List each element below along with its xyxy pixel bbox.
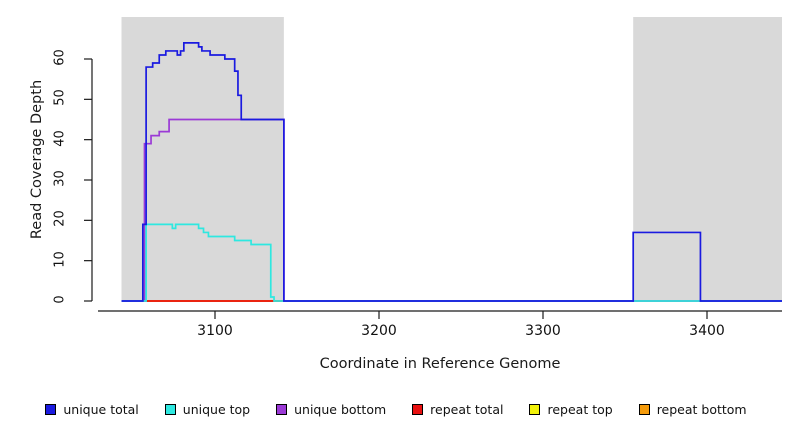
- y-tick-label: 40: [52, 129, 68, 147]
- y-tick-label: 0: [52, 295, 68, 304]
- y-tick-label: 50: [52, 89, 68, 107]
- legend-swatch-icon: [45, 403, 57, 415]
- x-axis-title: Coordinate in Reference Genome: [319, 356, 561, 372]
- y-axis-title: Read Coverage Depth: [29, 79, 45, 240]
- y-tick-label: 30: [52, 170, 68, 187]
- repeat-region-left: [121, 17, 284, 302]
- series-unique-top: [121, 223, 782, 302]
- legend-item[interactable]: repeat bottom: [638, 401, 747, 417]
- legend-item[interactable]: repeat top: [529, 401, 613, 417]
- legend-swatch-icon: [412, 403, 424, 415]
- legend-item[interactable]: repeat total: [412, 402, 503, 417]
- legend-swatch-icon: [529, 403, 541, 415]
- repeat-region-right: [633, 17, 782, 302]
- legend-label: repeat total: [430, 401, 504, 417]
- legend-swatch-icon: [276, 403, 288, 415]
- x-tick-label: 3200: [361, 323, 397, 339]
- y-tick-label: 60: [52, 49, 68, 66]
- legend-item[interactable]: unique bottom: [276, 402, 386, 417]
- series-unique-total: [121, 42, 782, 302]
- y-tick-label: 20: [52, 210, 68, 228]
- legend-label: unique bottom: [294, 401, 387, 417]
- y-tick-label: 10: [52, 250, 68, 268]
- legend-label: unique top: [182, 401, 251, 417]
- legend-item[interactable]: unique top: [164, 401, 251, 417]
- plot-area: [98, 17, 782, 302]
- x-tick-label: 3300: [525, 323, 561, 339]
- chart-legend: unique total unique top unique bottom repea…: [0, 398, 792, 420]
- x-tick-label: 3400: [689, 323, 725, 339]
- legend-item[interactable]: unique total: [45, 401, 139, 417]
- x-tick-label: 3100: [197, 323, 233, 339]
- legend-label: repeat top: [547, 401, 613, 417]
- coverage-plot-svg: [121, 17, 782, 302]
- legend-swatch-icon: [638, 403, 650, 415]
- legend-label: repeat bottom: [656, 401, 747, 417]
- legend-swatch-icon: [164, 403, 176, 415]
- legend-label: unique total: [63, 401, 139, 417]
